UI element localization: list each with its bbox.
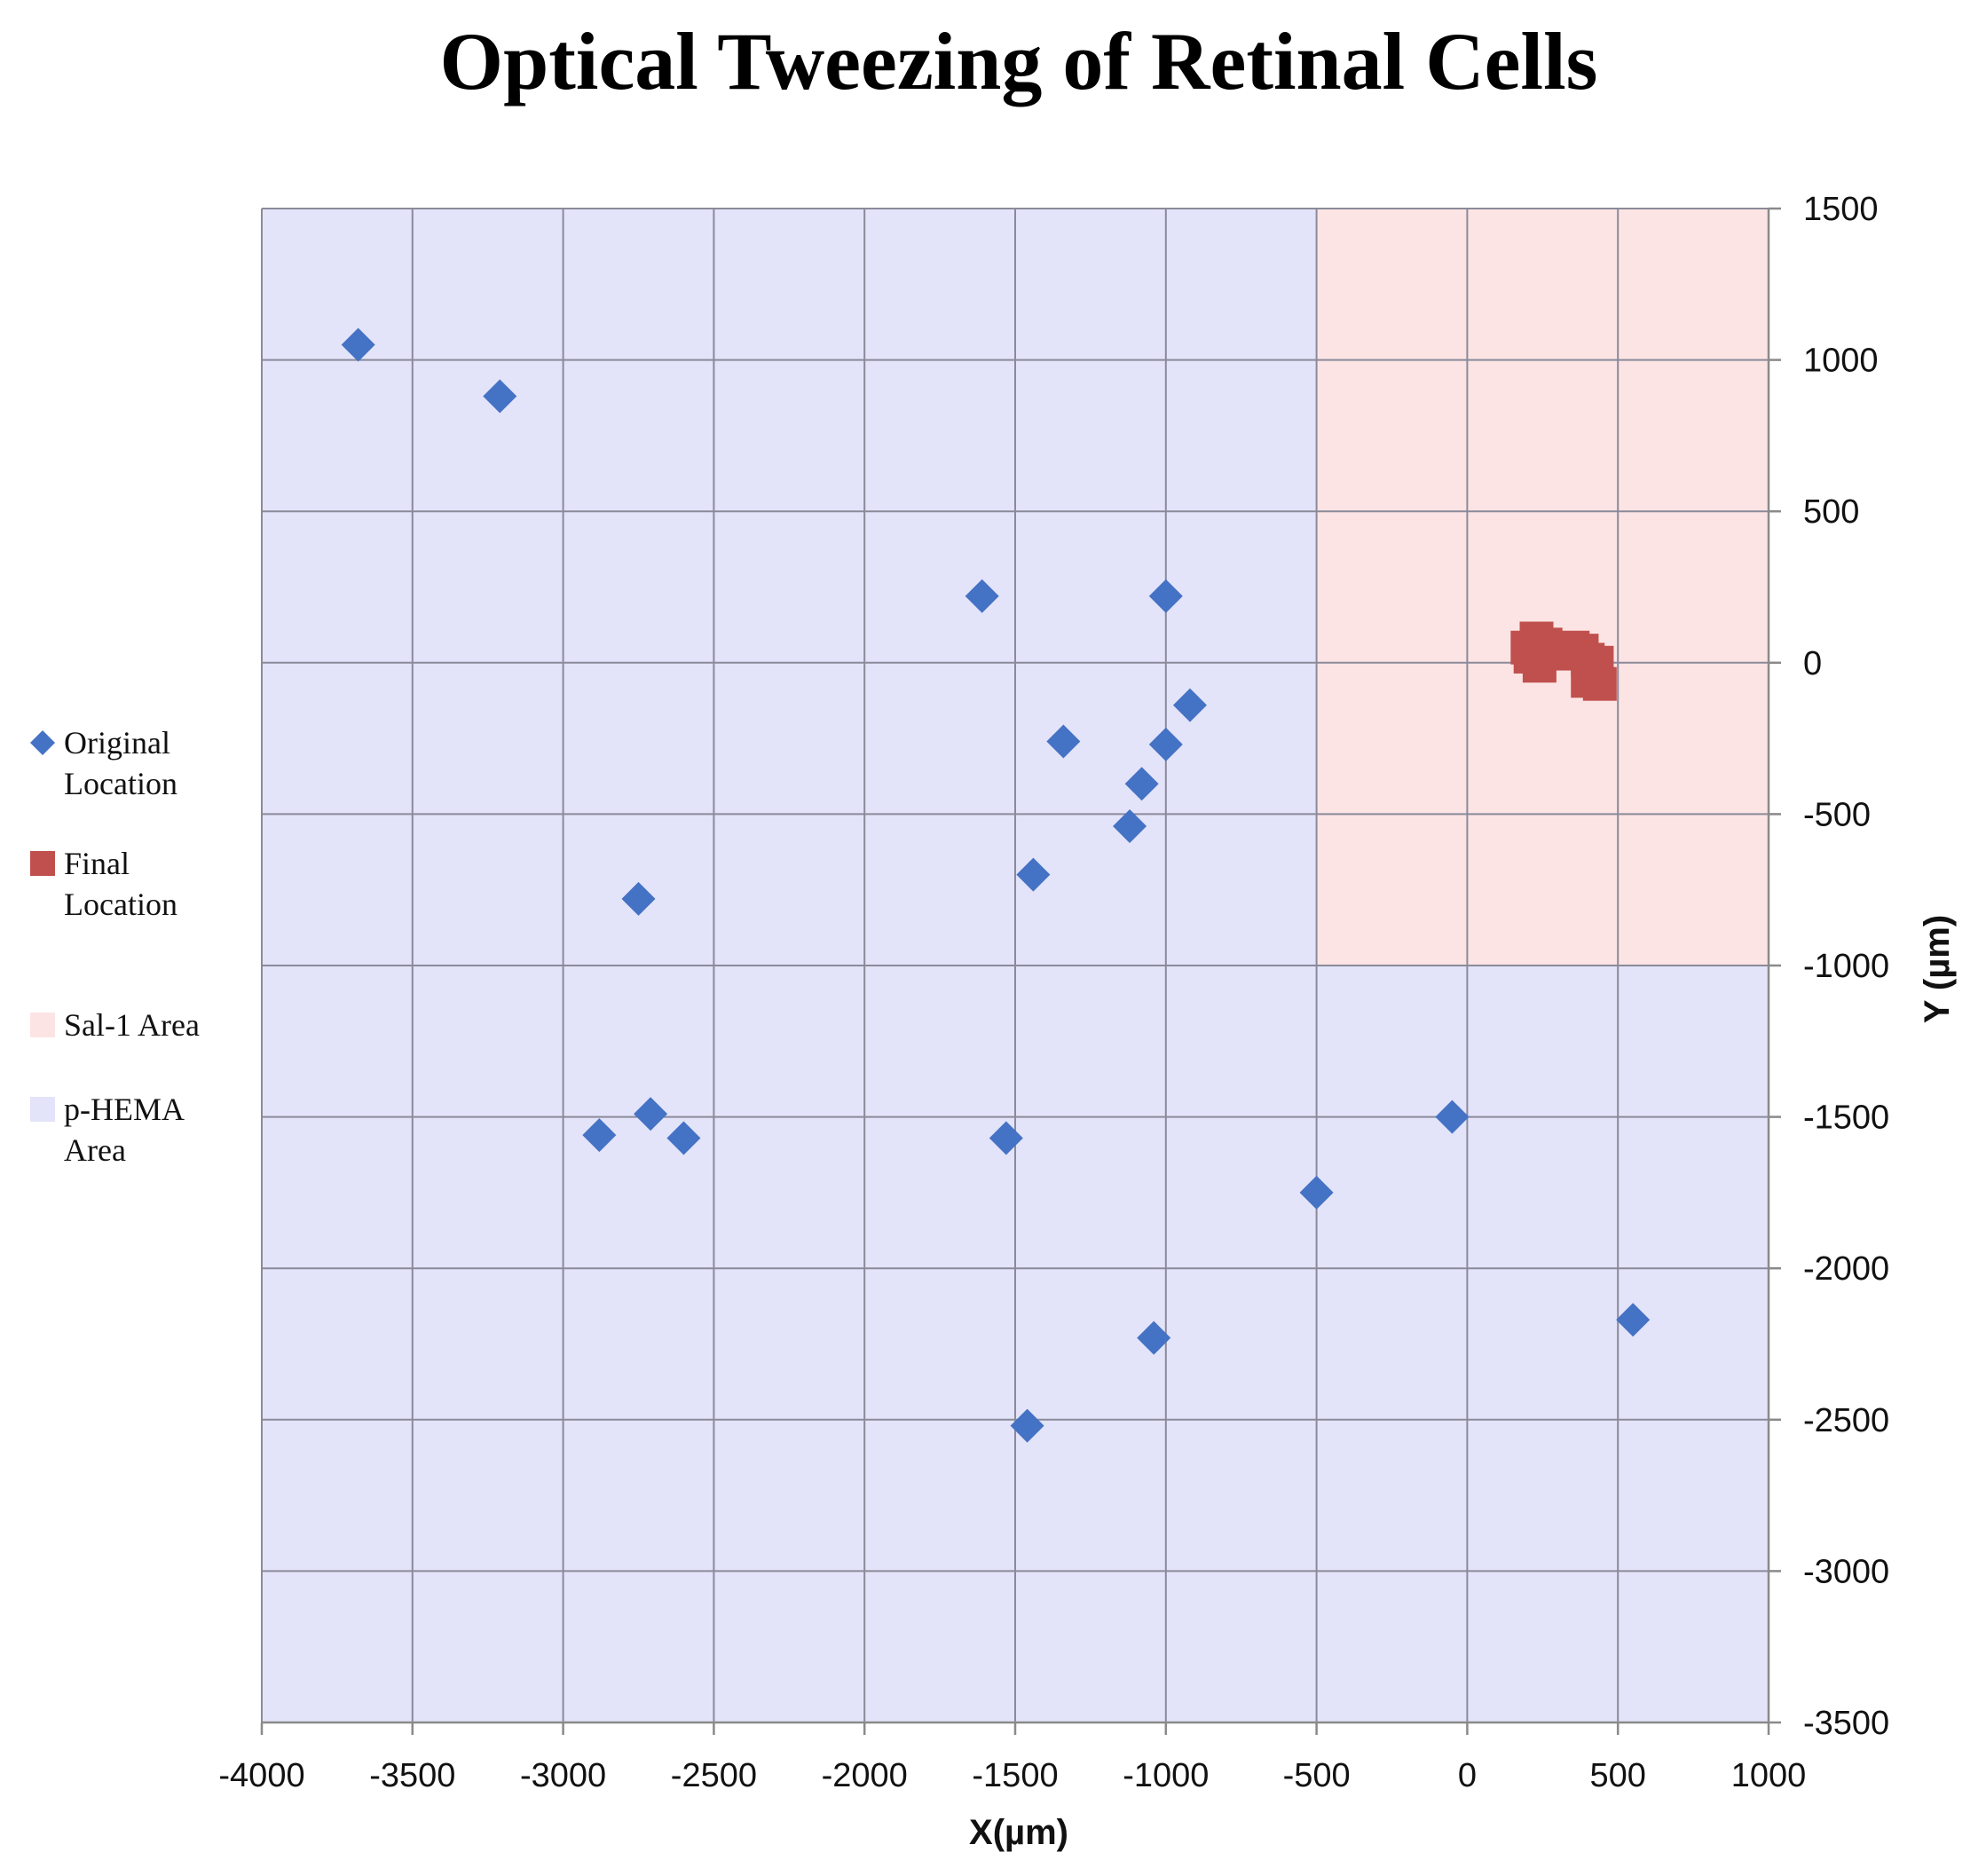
- x-tick-label: 0: [1458, 1757, 1477, 1794]
- point-original-location: [634, 1097, 668, 1131]
- y-axis-label: Y (µm): [1918, 915, 1957, 1023]
- x-tick-label: -1500: [972, 1757, 1058, 1794]
- point-original-location: [1435, 1100, 1470, 1134]
- legend-marker-sal-1-area: [30, 1013, 55, 1037]
- x-tick-label: -1000: [1123, 1757, 1209, 1794]
- point-original-location: [1137, 1320, 1171, 1355]
- x-tick-label: -3500: [369, 1757, 455, 1794]
- point-original-location: [1299, 1175, 1334, 1210]
- data-points: [341, 327, 1651, 1443]
- x-tick-label: -2000: [822, 1757, 908, 1794]
- y-tick-label: -1000: [1803, 948, 1889, 985]
- legend: Original Location Final Location Sal-1 Area p…: [30, 725, 200, 1168]
- axes: -4000 -3500 -3000 -2500 -2000 -1500 -1000 -500 0…: [218, 191, 1889, 1794]
- point-original-location: [666, 1121, 701, 1155]
- legend-label-p-hema-area: p-HEMA Area: [64, 1092, 185, 1168]
- point-original-location: [1016, 857, 1051, 892]
- x-tick-label: -2500: [671, 1757, 757, 1794]
- point-final-location: [1573, 658, 1608, 692]
- legend-marker-original-location: [30, 730, 55, 755]
- point-original-location: [1148, 727, 1183, 761]
- legend-label-original-location: Original Location: [64, 725, 177, 801]
- point-original-location: [1616, 1303, 1651, 1337]
- x-tick-label: 500: [1589, 1757, 1645, 1794]
- x-tick-label: -4000: [218, 1757, 304, 1794]
- point-original-location: [1148, 579, 1183, 613]
- y-tick-label: -3000: [1803, 1553, 1889, 1590]
- point-original-location: [965, 579, 999, 613]
- legend-label-sal-1-area: Sal-1 Area: [64, 1007, 200, 1043]
- legend-label-final-location: Final Location: [64, 846, 177, 922]
- gridlines: [261, 208, 1769, 1723]
- legend-marker-p-hema-area: [30, 1097, 55, 1122]
- legend-marker-final-location: [30, 851, 55, 876]
- point-original-location: [582, 1118, 617, 1153]
- point-original-location: [1046, 724, 1081, 759]
- y-tick-label: 1000: [1803, 343, 1879, 380]
- x-tick-label: -500: [1283, 1757, 1351, 1794]
- region-sal-1-area: [1316, 209, 1769, 966]
- y-tick-label: -2500: [1803, 1402, 1889, 1439]
- point-original-location: [483, 379, 517, 414]
- x-axis-label: X(µm): [969, 1813, 1068, 1852]
- y-tick-label: 1500: [1803, 191, 1879, 228]
- point-original-location: [1124, 767, 1159, 801]
- x-tick-label: -3000: [520, 1757, 606, 1794]
- point-original-location: [341, 327, 375, 362]
- chart-title: Optical Tweezing of Retinal Cells: [440, 16, 1598, 106]
- y-tick-label: -3500: [1803, 1705, 1889, 1742]
- point-original-location: [989, 1121, 1023, 1155]
- y-tick-label: -500: [1803, 796, 1871, 833]
- y-tick-label: 0: [1803, 645, 1822, 682]
- y-tick-label: -2000: [1803, 1250, 1889, 1288]
- point-original-location: [621, 881, 656, 916]
- y-tick-label: -1500: [1803, 1100, 1889, 1137]
- x-tick-label: 1000: [1731, 1757, 1807, 1794]
- point-original-location: [1113, 809, 1147, 844]
- y-tick-label: 500: [1803, 493, 1859, 531]
- point-original-location: [1010, 1408, 1044, 1443]
- point-original-location: [1172, 688, 1207, 722]
